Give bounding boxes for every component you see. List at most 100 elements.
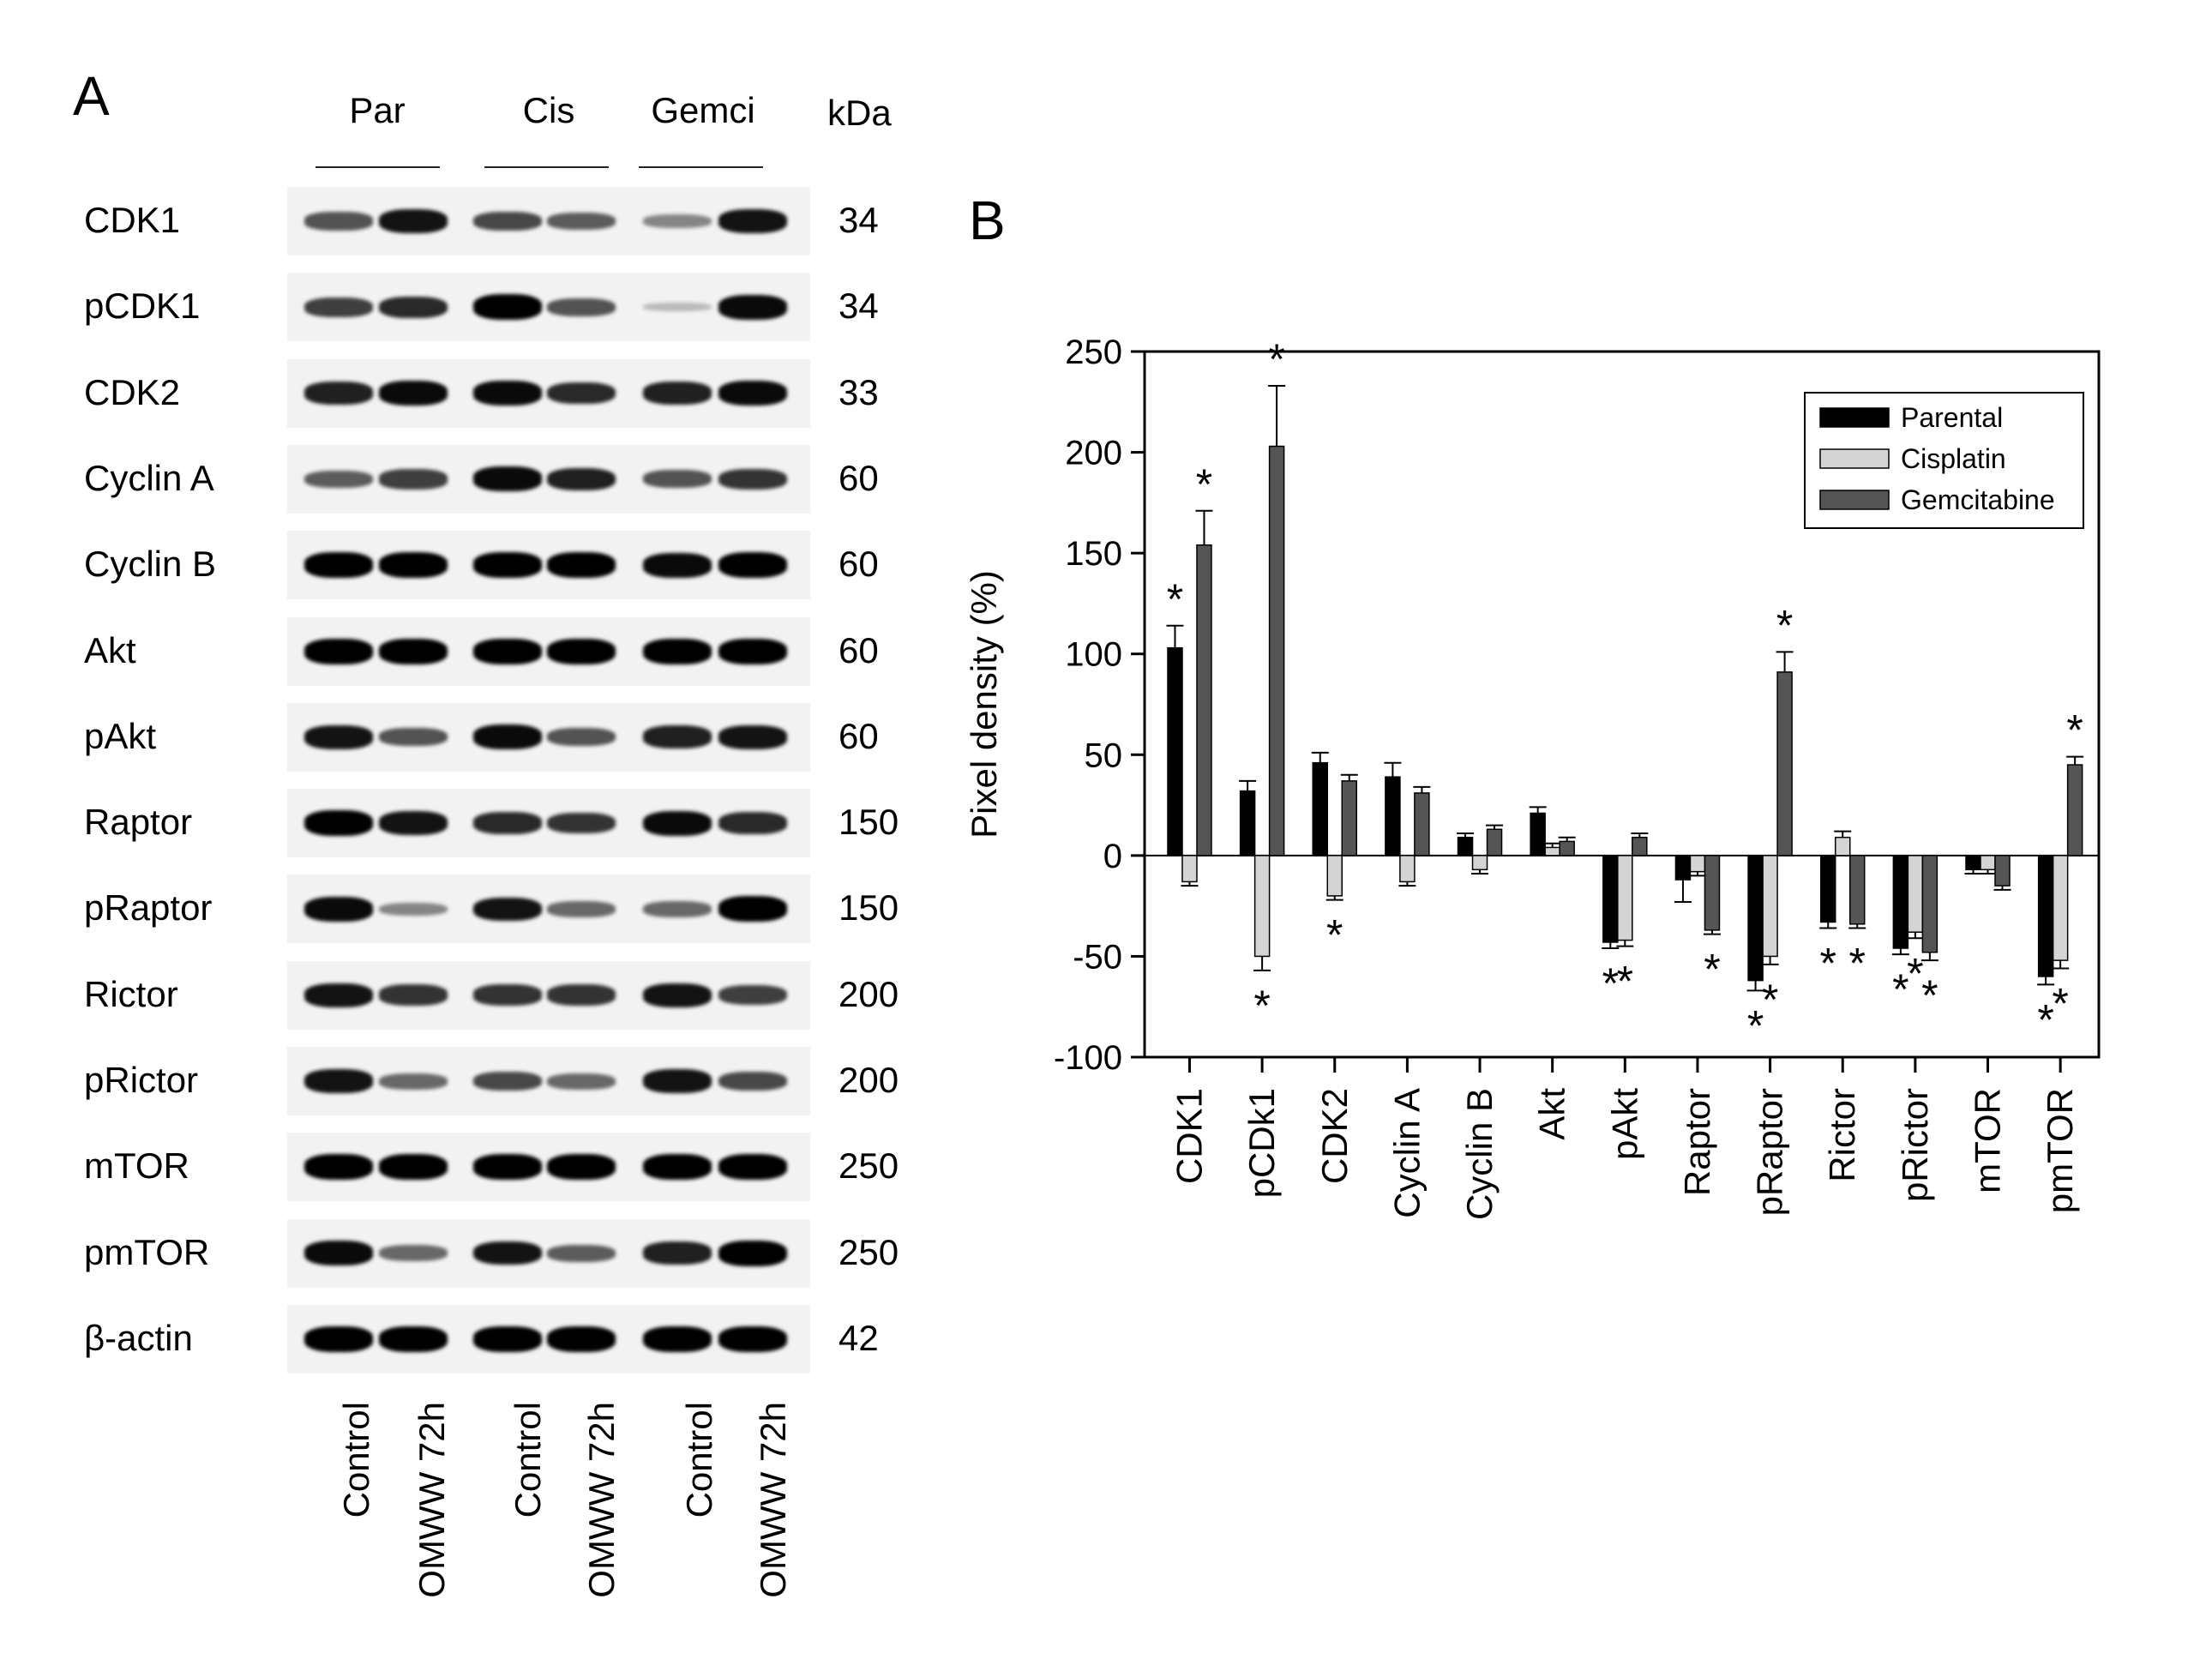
blot-band	[379, 811, 448, 835]
x-tick-label: pmTOR	[2040, 1088, 2080, 1213]
significance-asterisk: *	[1602, 959, 1619, 1007]
kda-value: 60	[839, 715, 879, 756]
significance-asterisk: *	[2066, 706, 2083, 754]
blot-band	[643, 900, 712, 917]
bar-cisplatin	[1471, 855, 1488, 871]
kda-value: 200	[839, 973, 899, 1014]
blot-band	[547, 298, 616, 316]
blot-band	[547, 812, 616, 834]
significance-asterisk: *	[1921, 971, 1938, 1019]
x-tick-label: pAkt	[1604, 1088, 1644, 1160]
bar-cisplatin	[1907, 855, 1924, 933]
blot-band	[379, 381, 448, 406]
x-tick-label: Raptor	[1677, 1088, 1717, 1196]
protein-label: pAkt	[84, 715, 157, 756]
significance-asterisk: *	[1196, 460, 1212, 508]
x-tick-label: Rictor	[1822, 1088, 1862, 1182]
blot-band	[304, 1241, 373, 1266]
bar-gemcitabine	[1776, 671, 1793, 857]
bar-gemcitabine	[1921, 855, 1939, 953]
significance-asterisk: *	[1819, 940, 1836, 988]
blot-band	[718, 896, 787, 923]
bar-gemcitabine	[1704, 855, 1721, 931]
bar-cisplatin	[2052, 855, 2069, 961]
blot-band	[718, 1154, 787, 1181]
bar-parental	[2037, 855, 2054, 977]
blot-band	[547, 638, 616, 664]
bar-gemcitabine	[1848, 855, 1866, 925]
significance-asterisk: *	[2052, 980, 2068, 1028]
blot-band	[304, 382, 373, 405]
protein-label: β-actin	[84, 1317, 193, 1358]
blot-band	[643, 470, 712, 489]
protein-label: pRictor	[84, 1060, 199, 1100]
blot-band	[643, 1154, 712, 1181]
blot-band	[643, 810, 712, 836]
y-tick-label: 0	[1103, 838, 1122, 875]
blot-band	[473, 381, 542, 406]
bar-parental	[1747, 855, 1764, 982]
blot-band	[547, 1325, 616, 1352]
blot-band	[473, 1154, 542, 1181]
protein-label: pmTOR	[84, 1231, 210, 1272]
bar-cisplatin	[1617, 855, 1633, 941]
kda-value: 60	[839, 457, 879, 498]
blot-band	[718, 552, 787, 579]
blot-band	[304, 470, 373, 488]
blot-band	[304, 724, 373, 749]
blot-band	[547, 1073, 616, 1090]
bar-gemcitabine	[1341, 780, 1358, 857]
blot-band	[643, 983, 712, 1007]
bar-cisplatin	[1326, 855, 1343, 897]
bar-cisplatin	[1834, 836, 1851, 857]
blot-band	[473, 897, 542, 922]
blot-band	[473, 466, 542, 492]
blot-band	[718, 294, 787, 320]
blot-band	[547, 1154, 616, 1181]
blot-band	[473, 724, 542, 750]
bar-cisplatin	[1544, 846, 1560, 857]
kda-value: 250	[839, 1231, 899, 1272]
kda-value: 60	[839, 629, 879, 670]
protein-label: mTOR	[84, 1145, 189, 1187]
blot-band	[304, 552, 373, 579]
blot-band	[718, 724, 787, 749]
y-tick-label: 50	[1085, 736, 1123, 774]
bar-cisplatin	[1762, 855, 1778, 958]
bar-cisplatin	[1399, 855, 1416, 883]
significance-asterisk: *	[1268, 335, 1284, 383]
significance-asterisk: *	[1892, 965, 1908, 1013]
bar-parental	[1674, 855, 1692, 881]
bar-parental	[1167, 646, 1183, 857]
blot-band	[379, 1154, 448, 1181]
blot-band	[473, 638, 542, 664]
blot-band	[379, 296, 448, 319]
x-tick-label: Akt	[1532, 1088, 1572, 1140]
protein-label: pCDK1	[84, 286, 201, 327]
kda-value: 33	[839, 371, 879, 412]
blot-band	[473, 294, 542, 321]
bar-parental	[1239, 790, 1256, 857]
bar-parental	[1892, 855, 1909, 949]
blot-band	[379, 1245, 448, 1262]
bar-gemcitabine	[1486, 828, 1503, 857]
legend-label-gemcitabine: Gemcitabine	[1901, 484, 2055, 515]
blot-band	[718, 985, 787, 1006]
blot-band	[643, 552, 712, 578]
blot-band	[304, 638, 373, 664]
kda-value: 150	[839, 802, 899, 843]
blot-band	[304, 1154, 373, 1181]
blot-band	[304, 983, 373, 1007]
significance-asterisk: *	[1848, 940, 1865, 988]
y-tick-label: -100	[1054, 1039, 1122, 1077]
legend-swatch-parental	[1819, 407, 1890, 428]
protein-label: Akt	[84, 629, 136, 670]
blot-band	[643, 1241, 712, 1265]
protein-label: CDK1	[84, 200, 181, 240]
bar-parental	[1312, 761, 1329, 857]
bar-parental	[1965, 855, 1981, 871]
blot-band	[304, 212, 373, 231]
blot-band	[718, 1071, 787, 1091]
kda-header: kDa	[827, 93, 892, 133]
